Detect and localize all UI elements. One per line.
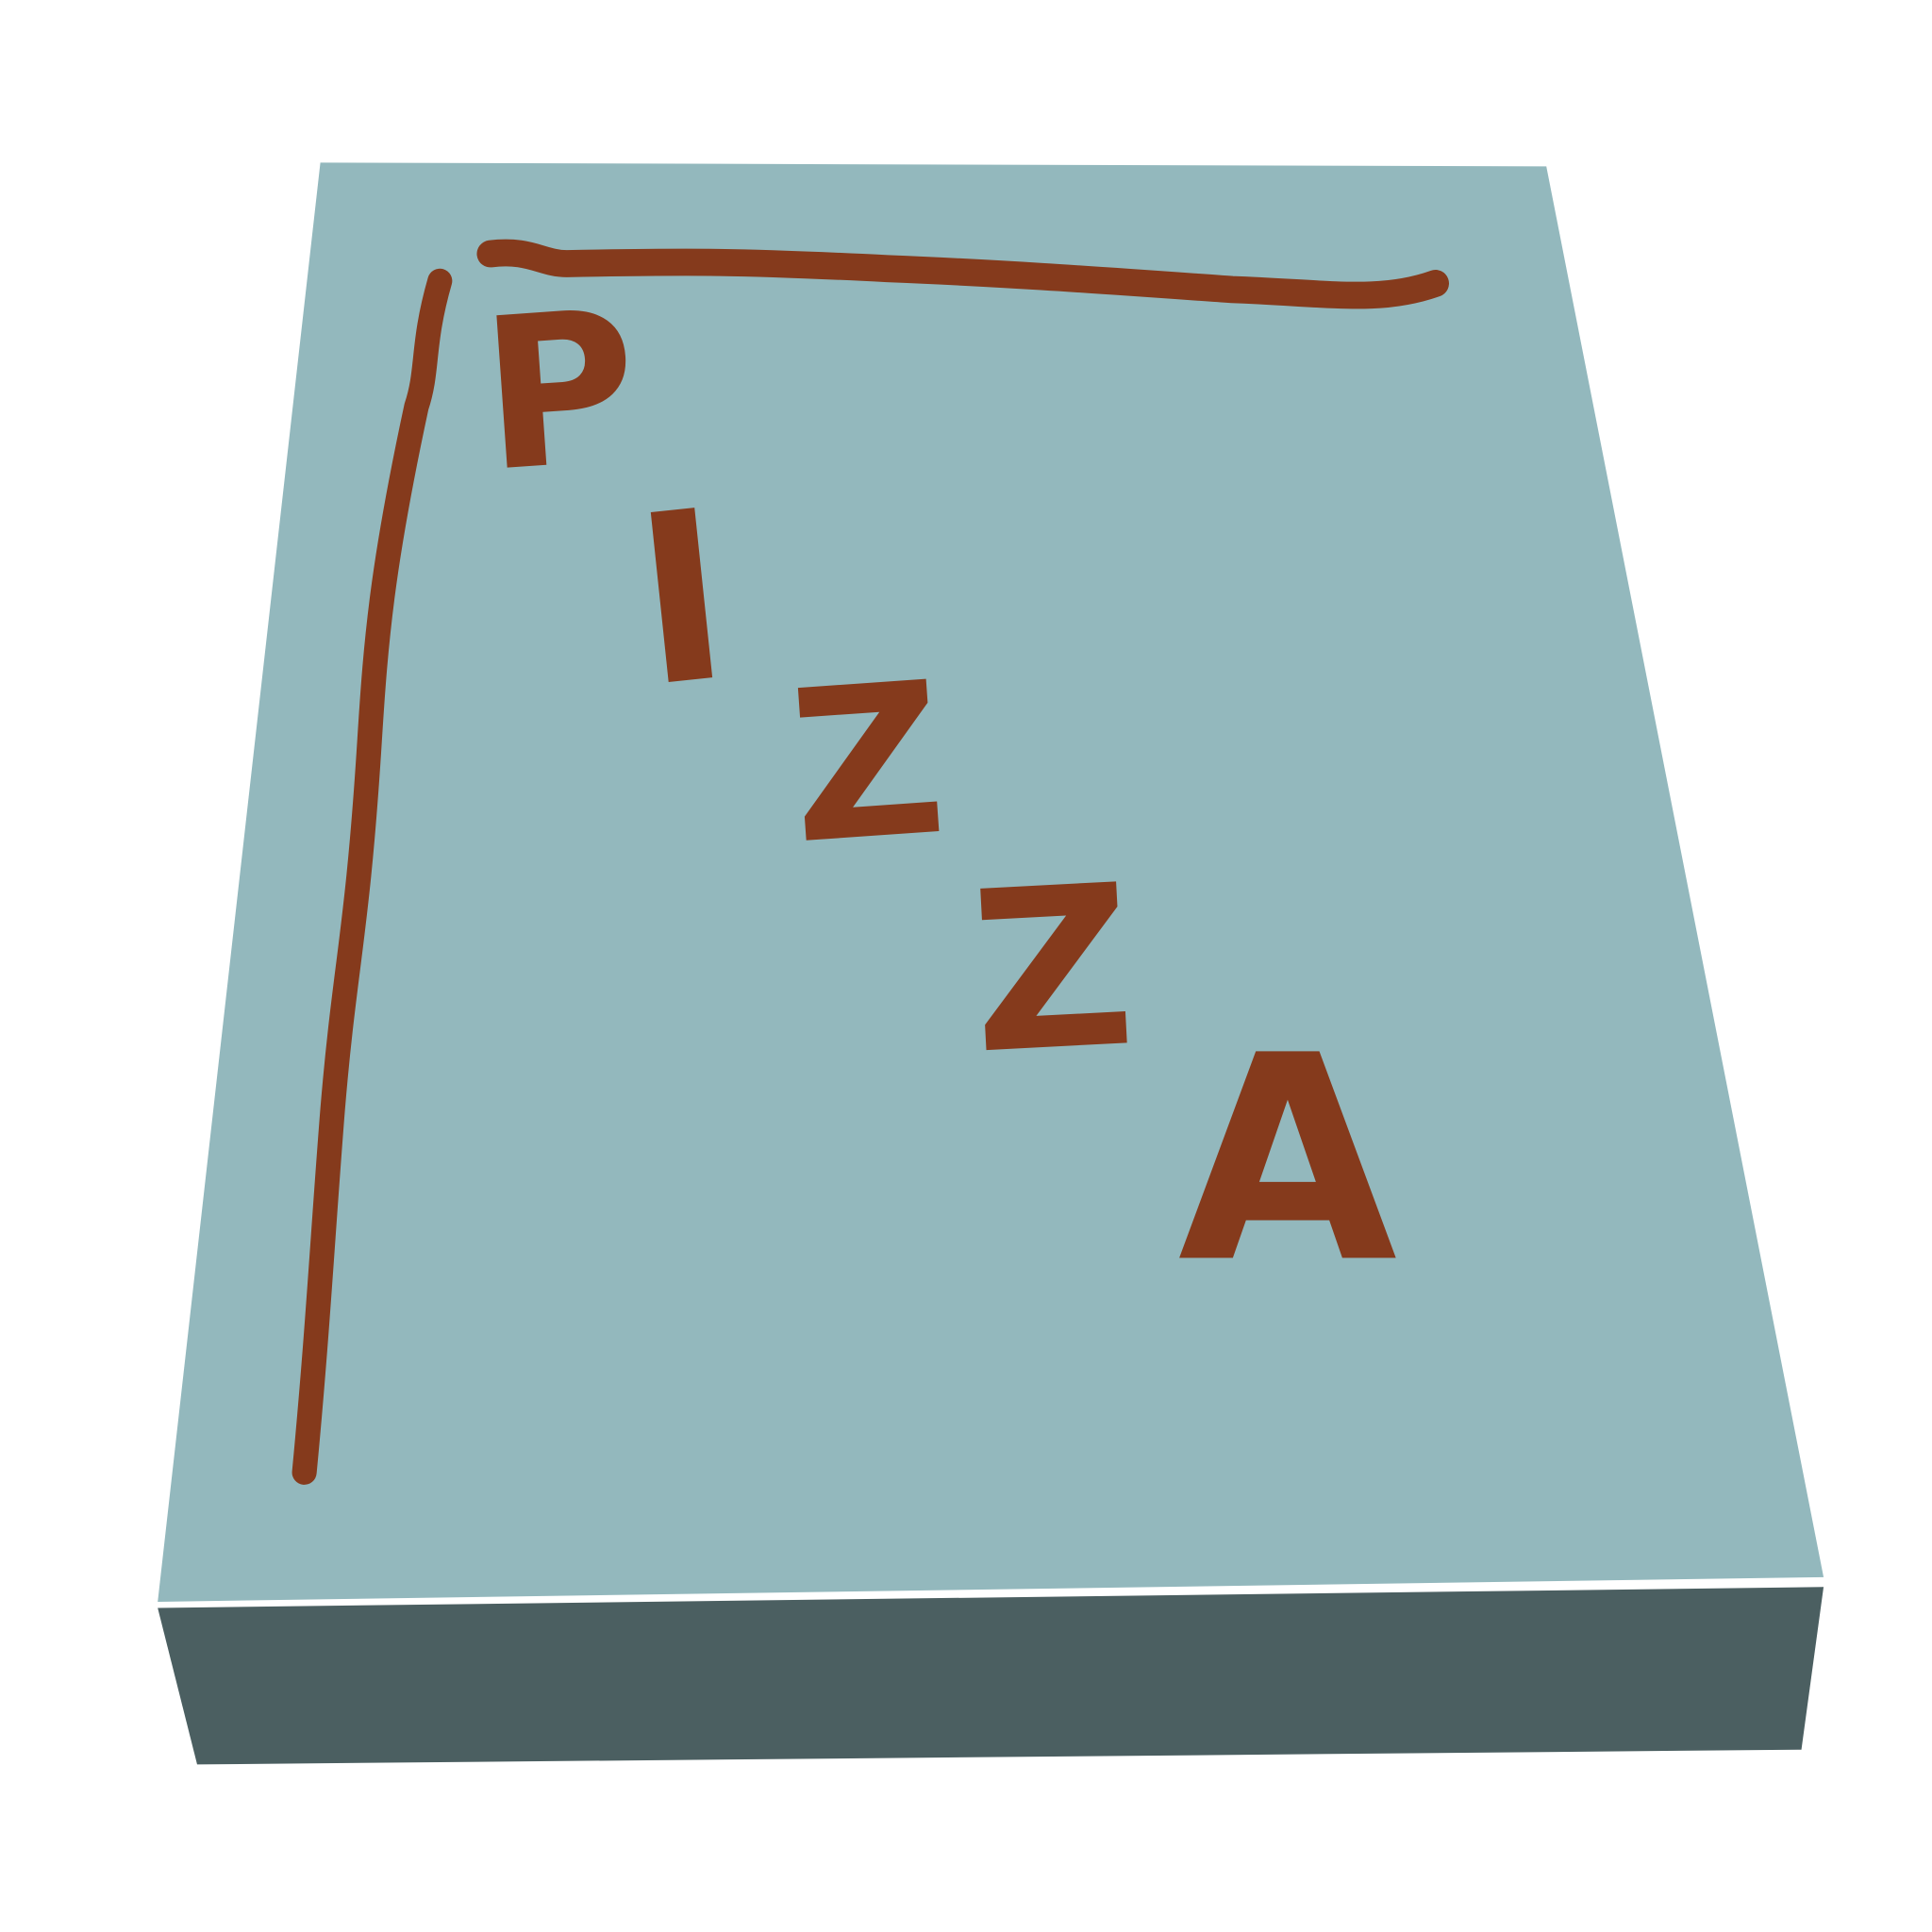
lid-letter: Z: [783, 638, 952, 891]
lid-top-stroke: [476, 239, 1449, 309]
lid-letter: A: [1178, 994, 1400, 1324]
box-top: [158, 162, 1824, 1602]
box-front: [158, 1587, 1824, 1765]
lid-letter: Z: [966, 838, 1141, 1104]
lid-left-stroke: [291, 268, 453, 1485]
lid-letter: P: [475, 265, 644, 519]
